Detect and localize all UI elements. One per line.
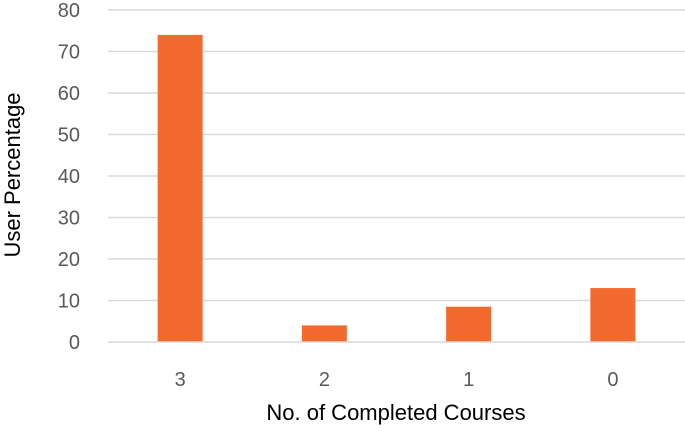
x-tick-label-0: 0 xyxy=(607,369,618,391)
y-tick-label-20: 20 xyxy=(58,249,80,271)
bars xyxy=(157,34,636,343)
bar-3 xyxy=(157,34,203,343)
x-tick-label-2: 2 xyxy=(319,369,330,391)
bar-0 xyxy=(590,288,636,342)
y-tick-label-70: 70 xyxy=(58,42,80,64)
x-tick-label-3: 3 xyxy=(175,369,186,391)
bar-1 xyxy=(446,306,492,342)
y-tick-label-0: 0 xyxy=(69,332,80,354)
y-axis-title: User Percentage xyxy=(0,92,25,257)
y-tick-label-30: 30 xyxy=(58,208,80,230)
y-tick-label-10: 10 xyxy=(58,291,80,313)
x-axis-title: No. of Completed Courses xyxy=(266,400,525,425)
y-axis-ticks: 0 10 20 30 40 50 60 70 80 xyxy=(58,0,80,354)
y-tick-label-50: 50 xyxy=(58,125,80,147)
x-tick-label-1: 1 xyxy=(463,369,474,391)
y-tick-label-60: 60 xyxy=(58,83,80,105)
bar-2 xyxy=(301,325,347,342)
y-tick-label-80: 80 xyxy=(58,0,80,22)
x-axis-ticks: 3 2 1 0 xyxy=(175,369,619,391)
y-tick-label-40: 40 xyxy=(58,166,80,188)
gridlines xyxy=(108,9,685,302)
